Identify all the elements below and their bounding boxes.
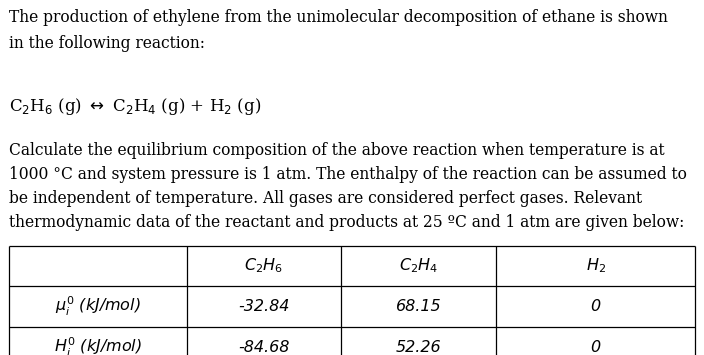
Text: $C_2H_4$: $C_2H_4$ xyxy=(399,257,439,275)
Text: $C_2H_6$: $C_2H_6$ xyxy=(244,257,284,275)
Text: -32.84: -32.84 xyxy=(239,299,289,315)
Text: Calculate the equilibrium composition of the above reaction when temperature is : Calculate the equilibrium composition of… xyxy=(9,142,687,231)
Text: $H_i^0$ (kJ/mol): $H_i^0$ (kJ/mol) xyxy=(54,336,142,355)
Text: $\mu_i^0$ (kJ/mol): $\mu_i^0$ (kJ/mol) xyxy=(55,295,141,318)
Text: 0: 0 xyxy=(591,340,601,355)
Text: The production of ethylene from the unimolecular decomposition of ethane is show: The production of ethylene from the unim… xyxy=(9,9,668,26)
Text: 0: 0 xyxy=(591,299,601,315)
Text: -84.68: -84.68 xyxy=(239,340,289,355)
Text: in the following reaction:: in the following reaction: xyxy=(9,36,205,53)
Text: 52.26: 52.26 xyxy=(396,340,441,355)
Text: 68.15: 68.15 xyxy=(396,299,441,315)
Text: C$_2$H$_6$ (g) $\leftrightarrow$ C$_2$H$_4$ (g) + H$_2$ (g): C$_2$H$_6$ (g) $\leftrightarrow$ C$_2$H$… xyxy=(9,96,261,117)
Text: $H_2$: $H_2$ xyxy=(586,257,605,275)
